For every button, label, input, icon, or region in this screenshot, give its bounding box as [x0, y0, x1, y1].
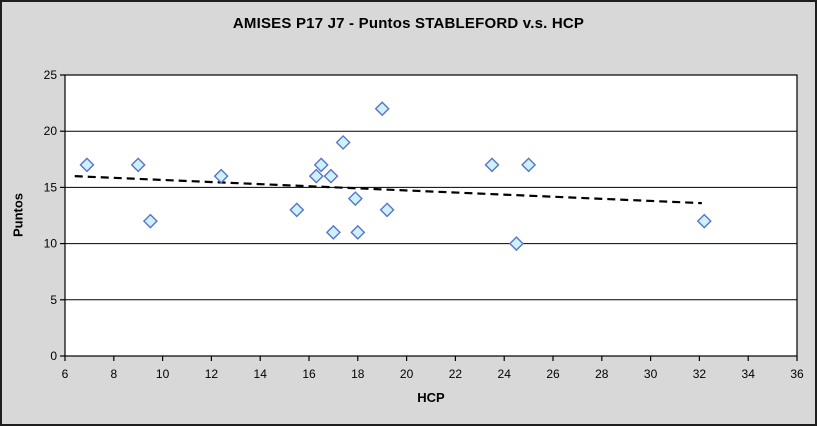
x-tick-label: 6	[62, 367, 69, 381]
x-tick-label: 16	[302, 367, 316, 381]
data-point-marker	[289, 202, 305, 218]
x-tick-label: 18	[351, 367, 365, 381]
x-tick-label: 24	[498, 367, 512, 381]
data-point-marker	[213, 168, 229, 184]
y-axis-title: Puntos	[10, 192, 26, 238]
data-point-marker	[308, 168, 324, 184]
trendline	[74, 175, 702, 205]
data-point-marker	[335, 134, 351, 150]
data-point-marker	[142, 213, 158, 229]
y-tick-label: 15	[44, 180, 58, 194]
x-tick-label: 12	[205, 367, 219, 381]
plot-area	[65, 75, 797, 356]
data-point-marker	[325, 224, 341, 240]
y-tick-label: 10	[44, 237, 58, 251]
x-tick-label: 22	[449, 367, 463, 381]
x-tick-label: 28	[595, 367, 609, 381]
data-point-marker	[521, 157, 537, 173]
x-tick-label: 10	[156, 367, 170, 381]
y-tick-label: 25	[44, 68, 58, 82]
x-tick-label: 36	[790, 367, 804, 381]
data-point-marker	[379, 202, 395, 218]
x-tick-label: 34	[742, 367, 756, 381]
y-tick-label: 5	[50, 293, 57, 307]
x-axis-title: HCP	[417, 390, 445, 405]
data-point-marker	[79, 157, 95, 173]
x-tick-label: 32	[693, 367, 707, 381]
x-tick-label: 14	[254, 367, 268, 381]
y-tick-label: 0	[50, 349, 57, 363]
data-point-marker	[508, 236, 524, 252]
x-tick-label: 20	[400, 367, 414, 381]
data-point-marker	[347, 191, 363, 207]
chart-title: AMISES P17 J7 - Puntos STABLEFORD v.s. H…	[232, 15, 585, 32]
data-point-marker	[696, 213, 712, 229]
x-tick-label: 26	[546, 367, 560, 381]
plot-border	[64, 74, 798, 357]
x-tick-label: 30	[644, 367, 658, 381]
x-tick-label: 8	[110, 367, 117, 381]
y-tick-label: 20	[44, 124, 58, 138]
data-point-marker	[374, 101, 390, 117]
data-point-marker	[323, 168, 339, 184]
data-point-marker	[350, 224, 366, 240]
data-point-marker	[130, 157, 146, 173]
data-point-marker	[313, 157, 329, 173]
data-point-marker	[484, 157, 500, 173]
